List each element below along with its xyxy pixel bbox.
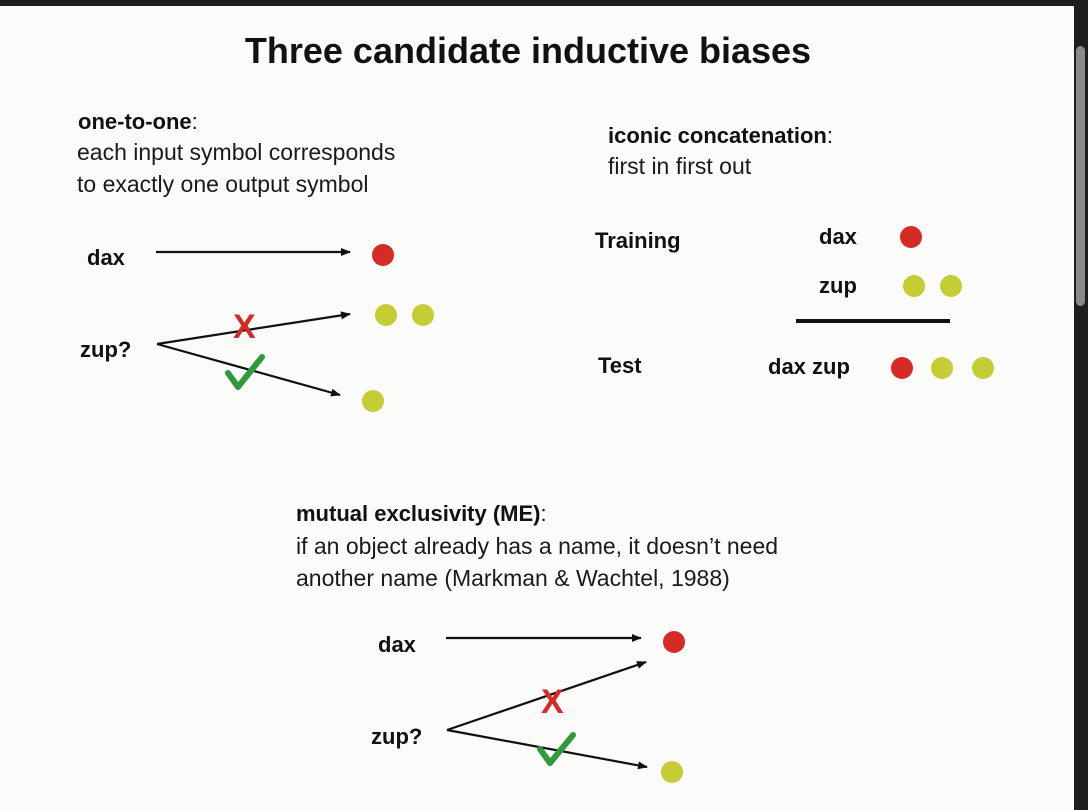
- iconic-dax-red-dot: [900, 226, 922, 248]
- one-to-one-word-zup: zup?: [80, 337, 132, 362]
- one-to-one-heading-text: one-to-one: [78, 109, 192, 134]
- iconic-word-dax: dax: [819, 224, 857, 249]
- me-word-zup: zup?: [371, 724, 423, 749]
- one-to-one-dax-red-dot: [372, 244, 394, 266]
- one-to-one-heading: one-to-one:: [78, 109, 198, 134]
- one-to-one-cross-mark: X: [233, 308, 256, 346]
- one-to-one-yellow-dot-1: [375, 304, 397, 326]
- one-to-one-desc-line2: to exactly one output symbol: [77, 171, 369, 197]
- iconic-word-zup: zup: [819, 273, 857, 298]
- iconic-test-yellow-dot-1: [931, 357, 953, 379]
- one-to-one-single-yellow-dot: [362, 390, 384, 412]
- iconic-test-yellow-dot-2: [972, 357, 994, 379]
- iconic-zup-yellow-dot-2: [940, 275, 962, 297]
- me-cross-mark: X: [541, 683, 564, 721]
- me-word-dax: dax: [378, 632, 416, 657]
- iconic-test-red-dot: [891, 357, 913, 379]
- me-desc-line2: another name (Markman & Wachtel, 1988): [296, 565, 730, 591]
- one-to-one-desc-line1: each input symbol corresponds: [77, 139, 396, 165]
- me-heading: mutual exclusivity (ME):: [296, 501, 547, 526]
- one-to-one-zup-upper-arrow: [156, 311, 351, 346]
- one-to-one-yellow-dot-2: [412, 304, 434, 326]
- one-to-one-word-dax: dax: [87, 245, 125, 270]
- one-to-one-heading-colon: :: [191, 109, 198, 134]
- me-dax-red-dot: [663, 631, 685, 653]
- slide: Three candidate inductive biases one-to-…: [0, 6, 1074, 810]
- me-heading-colon: :: [540, 501, 547, 526]
- diagram-arrows: X X: [156, 248, 950, 770]
- one-to-one-check-icon: [225, 354, 265, 390]
- iconic-heading-text: iconic concatenation: [608, 123, 827, 148]
- iconic-desc: first in first out: [608, 153, 752, 179]
- iconic-training-label: Training: [595, 228, 681, 253]
- iconic-heading: iconic concatenation:: [608, 123, 833, 148]
- scrollbar[interactable]: [1076, 46, 1085, 306]
- slide-title: Three candidate inductive biases: [244, 30, 812, 71]
- me-check-icon: [537, 732, 576, 766]
- me-zup-lower-arrow: [446, 728, 648, 770]
- me-single-yellow-dot: [661, 761, 683, 783]
- iconic-word-dax-zup: dax zup: [768, 354, 850, 379]
- me-heading-text: mutual exclusivity (ME): [296, 501, 541, 526]
- iconic-zup-yellow-dot-1: [903, 275, 925, 297]
- me-desc-line1: if an object already has a name, it does…: [296, 533, 779, 559]
- iconic-test-label: Test: [598, 353, 642, 378]
- iconic-heading-colon: :: [826, 123, 833, 148]
- me-zup-upper-arrow: [446, 660, 647, 732]
